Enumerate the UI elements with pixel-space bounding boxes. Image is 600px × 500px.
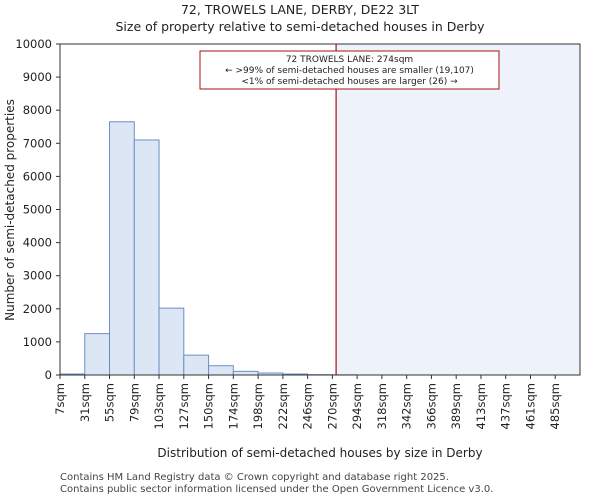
chart-subtitle: Size of property relative to semi-detach… bbox=[115, 19, 485, 34]
y-tick-label-6000: 6000 bbox=[23, 169, 52, 183]
x-tick-label-150sqm: 150sqm bbox=[202, 383, 216, 429]
x-tick-label-294sqm: 294sqm bbox=[350, 383, 364, 429]
x-tick-label-7sqm: 7sqm bbox=[53, 383, 67, 415]
x-tick-label-198sqm: 198sqm bbox=[251, 383, 265, 429]
histogram-chart: 0 1000 2000 3000 4000 5000 6000 7000 8000 9000 100… bbox=[3, 37, 581, 460]
x-tick-label-246sqm: 246sqm bbox=[301, 383, 315, 429]
x-tick-label-389sqm: 389sqm bbox=[449, 383, 463, 429]
y-tick-label-8000: 8000 bbox=[23, 103, 52, 117]
y-tick-label-4000: 4000 bbox=[23, 236, 52, 250]
bar-31sqm bbox=[84, 333, 111, 376]
y-tick-label-5000: 5000 bbox=[23, 203, 52, 217]
annotation-line-1: 72 TROWELS LANE: 274sqm bbox=[286, 55, 413, 65]
x-tick-label-342sqm: 342sqm bbox=[400, 383, 414, 429]
bar-150sqm bbox=[208, 365, 234, 376]
chart-title: 72, TROWELS LANE, DERBY, DE22 3LT bbox=[180, 2, 420, 17]
x-tick-label-437sqm: 437sqm bbox=[499, 383, 513, 429]
footer-licence: Contains public sector information licen… bbox=[60, 484, 494, 495]
x-tick-label-79sqm: 79sqm bbox=[127, 383, 141, 422]
y-axis-label: Number of semi-detached properties bbox=[3, 99, 17, 321]
x-tick-label-222sqm: 222sqm bbox=[276, 383, 290, 429]
y-tick-label-0: 0 bbox=[45, 368, 52, 382]
x-tick-label-55sqm: 55sqm bbox=[103, 383, 117, 422]
bar-79sqm bbox=[133, 139, 160, 376]
y-tick-label-9000: 9000 bbox=[23, 70, 52, 84]
x-tick-label-103sqm: 103sqm bbox=[152, 383, 166, 429]
x-tick-label-485sqm: 485sqm bbox=[548, 383, 562, 429]
x-tick-label-366sqm: 366sqm bbox=[424, 383, 438, 429]
y-tick-label-2000: 2000 bbox=[23, 302, 52, 316]
y-tick-label-1000: 1000 bbox=[23, 335, 52, 349]
y-tick-label-7000: 7000 bbox=[23, 136, 52, 150]
y-tick-label-10000: 10000 bbox=[15, 37, 52, 51]
x-tick-label-127sqm: 127sqm bbox=[177, 383, 191, 429]
x-tick-label-31sqm: 31sqm bbox=[78, 383, 92, 422]
x-axis-label: Distribution of semi-detached houses by … bbox=[157, 446, 482, 460]
bar-103sqm bbox=[158, 307, 185, 376]
footer-copyright: Contains HM Land Registry data © Crown c… bbox=[60, 472, 449, 483]
y-tick-label-3000: 3000 bbox=[23, 269, 52, 283]
bar-55sqm bbox=[109, 121, 135, 376]
marker-annotation: 72 TROWELS LANE: 274sqm ← >99% of semi-d… bbox=[199, 50, 500, 90]
x-tick-label-413sqm: 413sqm bbox=[474, 383, 488, 429]
highlight-region bbox=[336, 44, 580, 375]
x-tick-label-461sqm: 461sqm bbox=[523, 383, 537, 429]
x-tick-label-270sqm: 270sqm bbox=[325, 383, 339, 429]
bar-174sqm bbox=[232, 370, 259, 376]
x-tick-label-318sqm: 318sqm bbox=[375, 383, 389, 429]
annotation-line-3: <1% of semi-detached houses are larger (… bbox=[241, 77, 458, 87]
bar-127sqm bbox=[183, 354, 210, 376]
x-tick-label-174sqm: 174sqm bbox=[226, 383, 240, 429]
annotation-line-2: ← >99% of semi-detached houses are small… bbox=[225, 66, 474, 76]
